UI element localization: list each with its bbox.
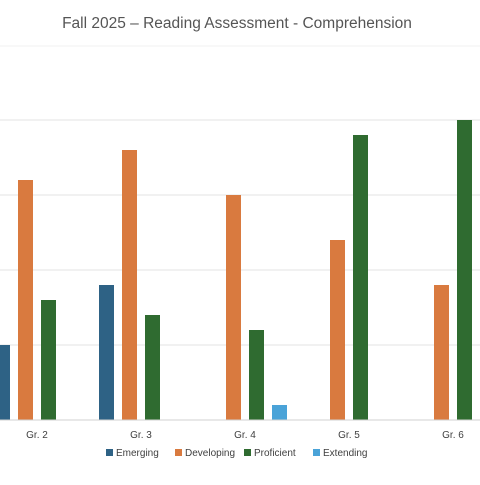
legend-label: Emerging (116, 448, 159, 459)
legend: Emerging Developing Proficient Extending (106, 448, 367, 459)
x-tick-label: Gr. 6 (442, 430, 464, 441)
bar-developing-gr-2 (18, 180, 33, 420)
bar-emerging-gr-3 (99, 285, 114, 420)
bar-developing-gr-4 (226, 195, 241, 420)
x-tick-label: Gr. 5 (338, 430, 360, 441)
x-axis: Gr. 2 Gr. 3 Gr. 4 Gr. 5 Gr. 6 (0, 419, 480, 441)
bar-proficient-gr-3 (145, 315, 160, 420)
legend-item-extending: Extending (313, 448, 367, 459)
x-tick-label: Gr. 2 (26, 430, 48, 441)
legend-swatch (175, 449, 182, 456)
bar-developing-gr-6 (434, 285, 449, 420)
legend-swatch (106, 449, 113, 456)
legend-item-developing: Developing (175, 448, 235, 459)
legend-swatch (244, 449, 251, 456)
bars (0, 120, 472, 420)
legend-item-proficient: Proficient (244, 448, 296, 459)
bar-proficient-gr-2 (41, 300, 56, 420)
legend-item-emerging: Emerging (106, 448, 159, 459)
bar-proficient-gr-5 (353, 135, 368, 420)
bar-developing-gr-5 (330, 240, 345, 420)
legend-label: Developing (185, 448, 235, 459)
x-tick-label: Gr. 3 (130, 430, 152, 441)
bar-developing-gr-3 (122, 150, 137, 420)
bar-proficient-gr-4 (249, 330, 264, 420)
legend-swatch (313, 449, 320, 456)
legend-label: Extending (323, 448, 367, 459)
bar-emerging-gr-2 (0, 345, 10, 420)
chart-title: Fall 2025 – Reading Assessment - Compreh… (62, 15, 412, 32)
legend-label: Proficient (254, 448, 296, 459)
x-tick-label: Gr. 4 (234, 430, 256, 441)
bar-proficient-gr-6 (457, 120, 472, 420)
bar-extending-gr-4 (272, 405, 287, 420)
